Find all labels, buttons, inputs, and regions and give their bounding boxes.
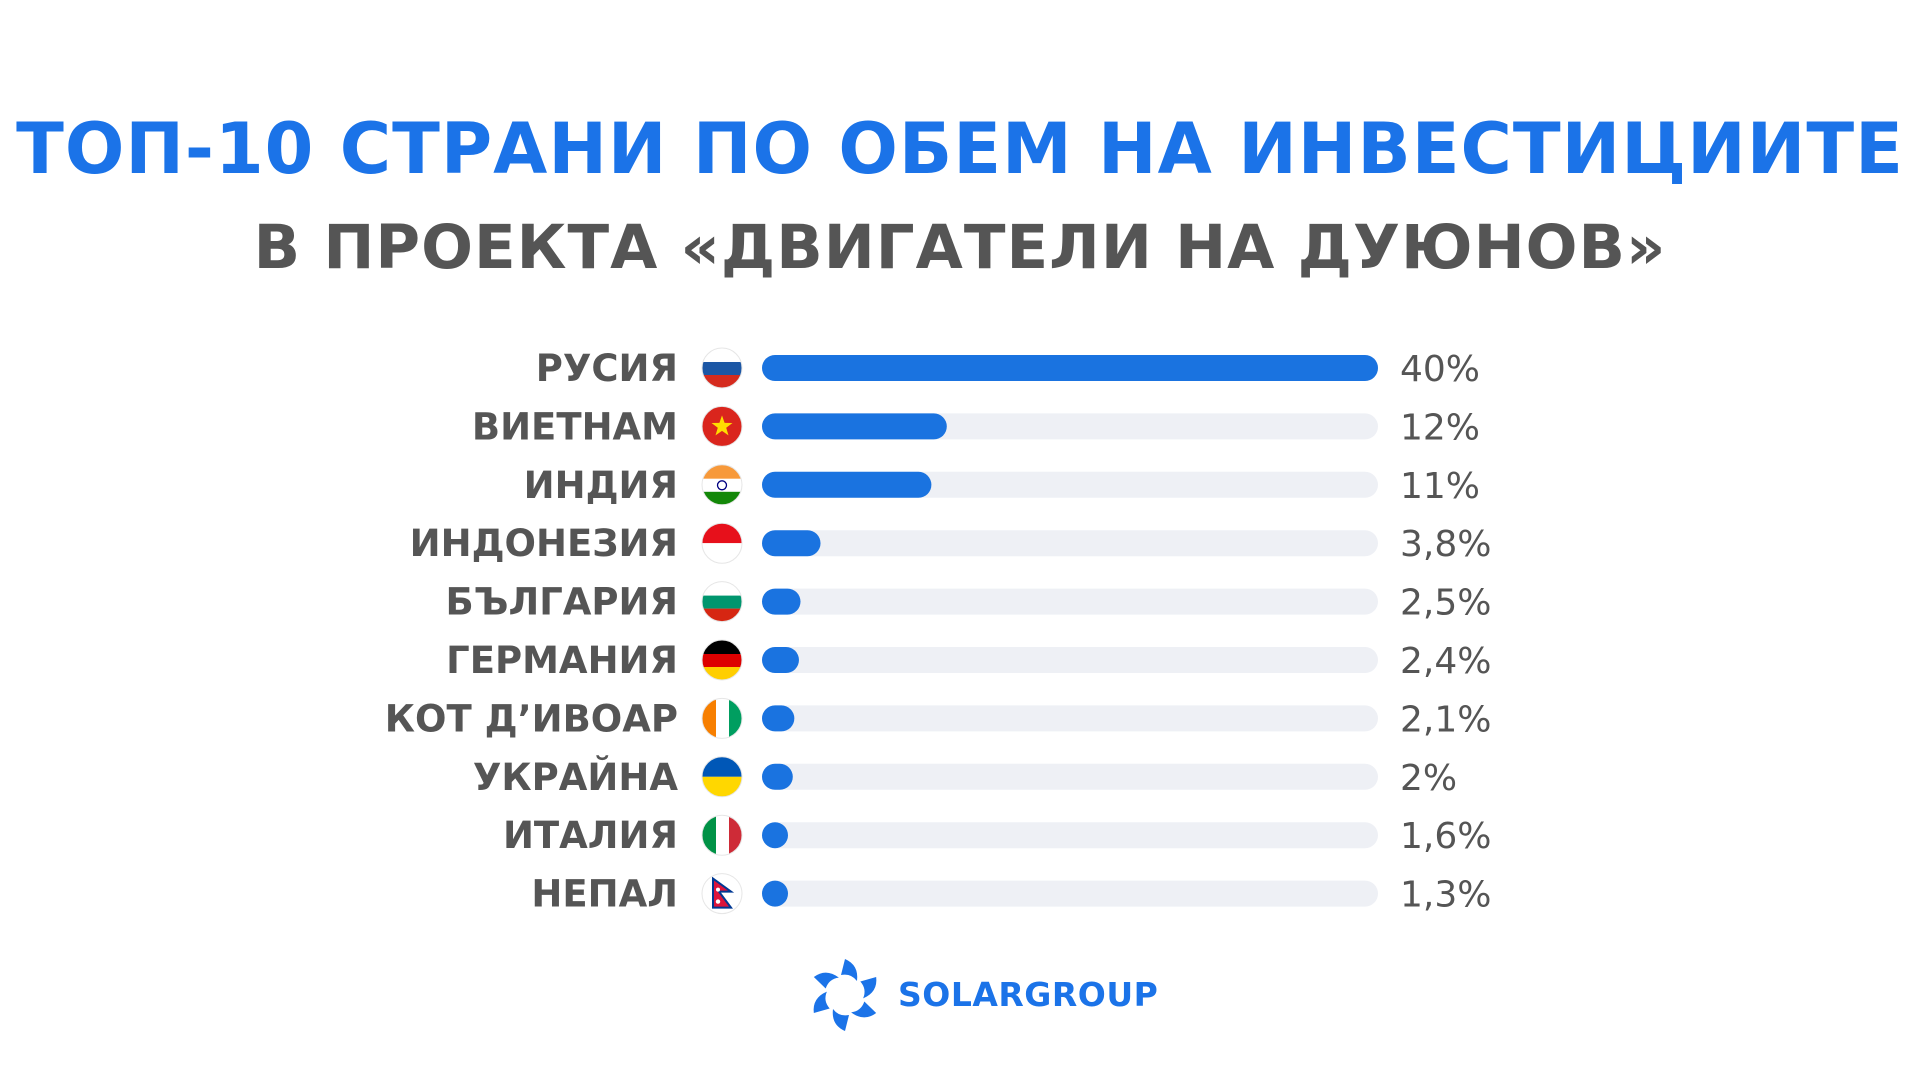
value-label: 2,1% xyxy=(1400,699,1491,740)
category-label: БЪЛГАРИЯ xyxy=(446,581,678,624)
flag-border xyxy=(701,405,743,447)
flag-border xyxy=(701,697,743,739)
value-label: 1,3% xyxy=(1400,875,1491,916)
category-label: ИНДОНЕЗИЯ xyxy=(410,522,678,565)
bar-track xyxy=(762,880,1378,907)
germany-flag-icon xyxy=(702,640,742,680)
logo-blade xyxy=(813,991,830,1013)
bulgaria-flag-icon xyxy=(702,581,742,622)
logo-blade xyxy=(813,972,839,989)
italy-flag-icon xyxy=(702,815,742,856)
flag-border xyxy=(701,814,743,856)
value-label: 40% xyxy=(1400,349,1480,390)
bar xyxy=(762,355,1378,381)
category-label: РУСИЯ xyxy=(536,347,678,390)
bar-track xyxy=(762,588,1378,615)
category-label: ИТАЛИЯ xyxy=(503,814,678,857)
bar xyxy=(762,413,947,440)
chart-subtitle: В ПРОЕКТА «ДВИГАТЕЛИ НА ДУЮНОВ» xyxy=(253,212,1667,283)
ivory-coast-flag-icon xyxy=(702,698,742,739)
bar xyxy=(762,763,793,790)
bar xyxy=(762,530,821,557)
value-label: 2,4% xyxy=(1400,641,1491,682)
nepal-flag-icon xyxy=(702,873,742,914)
bar xyxy=(762,880,788,907)
logo-blade xyxy=(860,977,877,999)
category-label: УКРАЙНА xyxy=(473,755,678,799)
bar xyxy=(762,471,932,498)
logo-text: SOLARGROUP xyxy=(898,975,1159,1014)
bar xyxy=(762,705,795,732)
flag-border xyxy=(701,756,743,798)
category-label: ВИЕТНАМ xyxy=(472,405,678,448)
logo-blade xyxy=(841,959,858,981)
chart-title: ТОП-10 СТРАНИ ПО ОБЕМ НА ИНВЕСТИЦИИТЕ xyxy=(16,108,1904,190)
russia-flag-icon xyxy=(702,348,742,388)
bar-track xyxy=(762,705,1378,732)
flag-border xyxy=(701,873,743,915)
vietnam-flag-icon xyxy=(702,406,742,447)
bar-track xyxy=(762,763,1378,790)
flag-border xyxy=(701,464,743,506)
logo-blade xyxy=(851,1001,877,1018)
solargroup-logo: SOLARGROUP xyxy=(800,955,1158,1035)
value-label: 1,6% xyxy=(1400,816,1491,857)
value-label: 11% xyxy=(1400,466,1480,507)
category-label: ГЕРМАНИЯ xyxy=(446,639,678,682)
flag-border xyxy=(701,639,743,681)
bar-track xyxy=(762,647,1378,673)
value-label: 2% xyxy=(1400,758,1457,799)
india-flag-icon xyxy=(702,464,742,505)
bar-track xyxy=(762,530,1378,557)
value-label: 12% xyxy=(1400,407,1480,448)
bar xyxy=(762,822,788,849)
bar xyxy=(762,588,801,615)
flag-border xyxy=(701,581,743,623)
category-label: ИНДИЯ xyxy=(524,464,678,507)
category-label: КОТ Д’ИВОАР xyxy=(385,697,678,740)
flag-border xyxy=(701,522,743,564)
category-label: НЕПАЛ xyxy=(531,873,678,916)
value-label: 2,5% xyxy=(1400,583,1491,624)
solargroup-logo-icon xyxy=(813,959,877,1031)
indonesia-flag-icon xyxy=(702,523,742,564)
value-label: 3,8% xyxy=(1400,524,1491,565)
bar-track xyxy=(762,822,1378,849)
flag-border xyxy=(701,347,743,389)
ukraine-flag-icon xyxy=(702,756,742,797)
logo-blade xyxy=(832,1009,849,1031)
bar xyxy=(762,647,799,673)
